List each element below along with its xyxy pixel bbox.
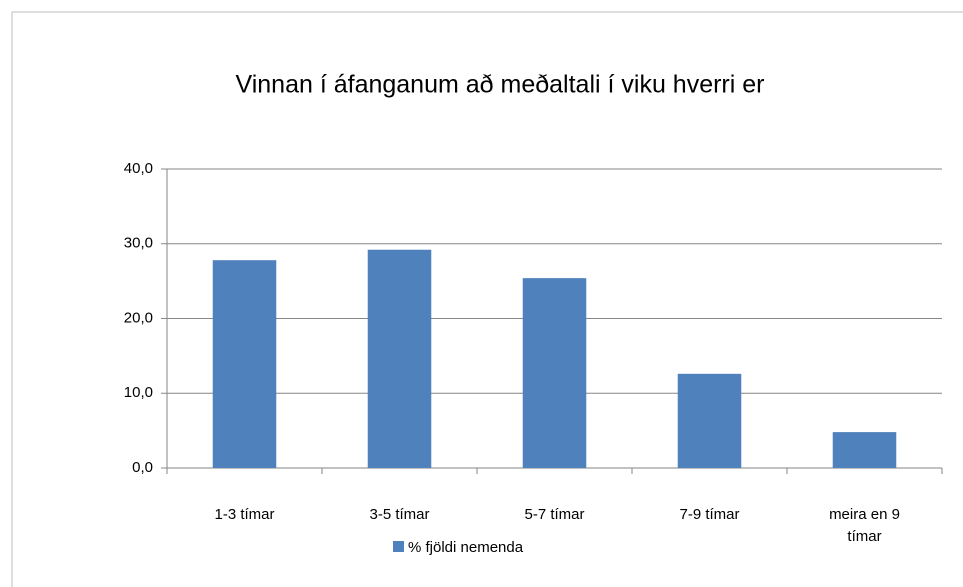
x-tick-label: meira en 9 tímar [829, 506, 900, 545]
legend-label: % fjöldi nemenda [408, 539, 524, 556]
bar [522, 278, 587, 468]
bar [832, 432, 897, 468]
legend-swatch [393, 541, 404, 552]
bar [367, 249, 432, 468]
y-tick-label: 40,0 [124, 160, 153, 177]
x-tick-label: 3-5 tímar [369, 506, 430, 523]
x-tick-label: 7-9 tímar [679, 506, 740, 523]
bar [212, 260, 277, 468]
bar [677, 373, 742, 468]
chart-frame [11, 11, 963, 587]
y-tick-label: 10,0 [124, 384, 153, 401]
x-tick-label: 1-3 tímar [214, 506, 275, 523]
chart-title: Vinnan í áfanganum að meðaltali í viku h… [235, 71, 764, 99]
x-tick-label: 5-7 tímar [524, 506, 585, 523]
y-tick-label: 0,0 [132, 459, 153, 476]
y-tick-label: 20,0 [124, 309, 153, 326]
y-tick-label: 30,0 [124, 235, 153, 252]
